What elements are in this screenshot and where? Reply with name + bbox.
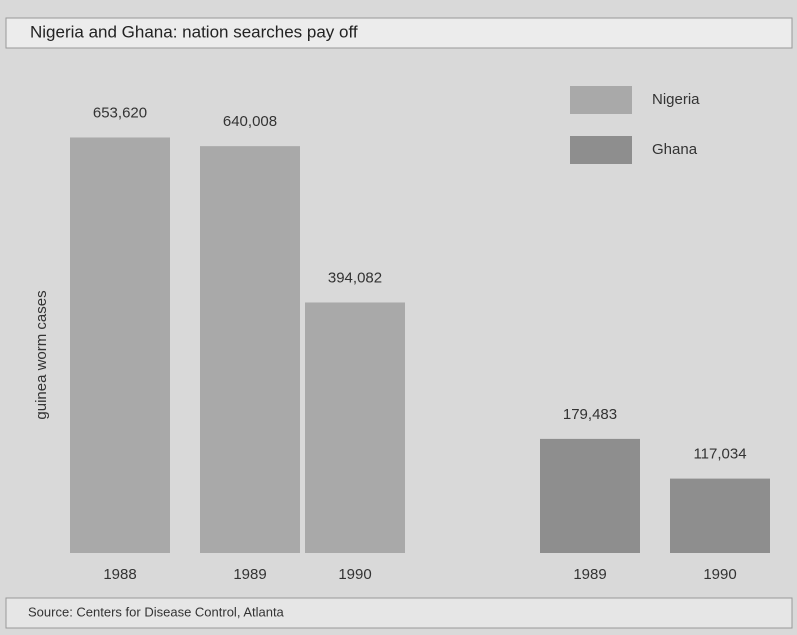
legend-swatch bbox=[570, 86, 632, 114]
chart-title: Nigeria and Ghana: nation searches pay o… bbox=[30, 22, 358, 41]
source-note: Source: Centers for Disease Control, Atl… bbox=[28, 604, 285, 619]
bar bbox=[540, 438, 640, 553]
title-bar bbox=[5, 17, 793, 49]
legend-label: Nigeria bbox=[652, 91, 700, 108]
legend-swatch bbox=[570, 136, 632, 164]
x-tick-label: 1990 bbox=[338, 566, 371, 583]
bar bbox=[670, 478, 770, 553]
value-label: 394,082 bbox=[328, 269, 382, 286]
value-label: 117,034 bbox=[693, 446, 746, 463]
value-label: 640,008 bbox=[223, 113, 277, 130]
bar bbox=[200, 146, 300, 554]
x-tick-label: 1989 bbox=[233, 566, 266, 583]
value-label: 653,620 bbox=[93, 104, 147, 121]
source-bar bbox=[5, 597, 793, 629]
y-axis-label: guinea worm cases bbox=[33, 290, 50, 419]
x-tick-label: 1988 bbox=[103, 566, 136, 583]
bar bbox=[70, 137, 170, 553]
bar bbox=[305, 302, 405, 553]
x-tick-label: 1990 bbox=[703, 566, 736, 583]
x-tick-label: 1989 bbox=[573, 566, 606, 583]
value-label: 179,483 bbox=[563, 406, 617, 423]
legend-label: Ghana bbox=[652, 141, 698, 158]
